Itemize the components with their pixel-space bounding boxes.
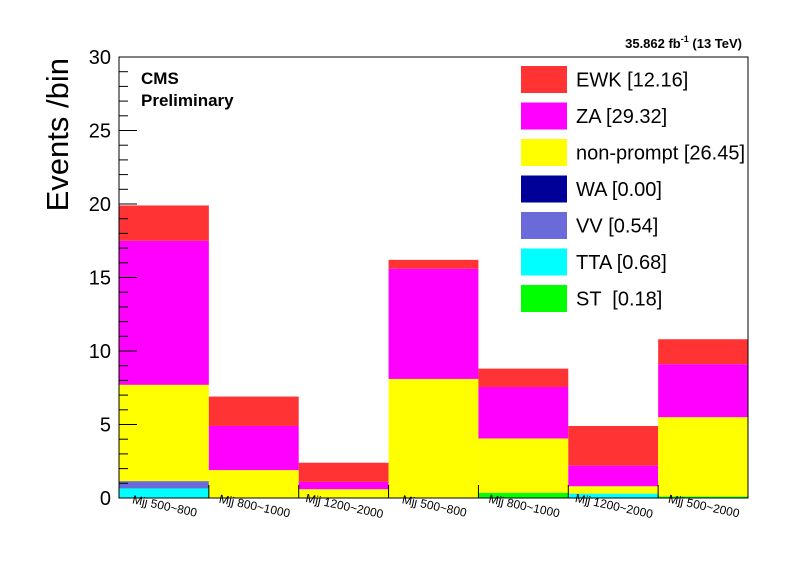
y-tick-label: 30 bbox=[89, 47, 111, 69]
bar-st-6 bbox=[658, 496, 748, 498]
bar-non-prompt-6 bbox=[658, 417, 748, 497]
legend-label-ewk: EWK [12.16] bbox=[576, 70, 688, 92]
bar-za-6 bbox=[658, 364, 748, 418]
lumi-energy: (13 TeV) bbox=[689, 36, 742, 51]
bar-ewk-6 bbox=[658, 339, 748, 365]
bar-ewk-5 bbox=[568, 425, 659, 466]
bar-za-5 bbox=[568, 465, 659, 487]
bar-tta-0 bbox=[119, 488, 209, 498]
bar-za-1 bbox=[208, 425, 299, 471]
y-axis-label: Events /bin bbox=[40, 58, 75, 211]
y-tick-label: 10 bbox=[89, 341, 111, 363]
legend-swatch-tta bbox=[521, 248, 567, 276]
legend-swatch-vv bbox=[521, 212, 567, 239]
luminosity-label: 35.862 fb-1 (13 TeV) bbox=[625, 34, 742, 51]
legend-label-wa: WA [0.00] bbox=[576, 179, 662, 201]
cms-label: CMS bbox=[141, 69, 179, 88]
lumi-value: 35.862 fb bbox=[625, 36, 681, 51]
lumi-superscript: -1 bbox=[681, 34, 689, 44]
y-tick-label: 5 bbox=[100, 415, 111, 437]
legend-swatch-ewk bbox=[521, 66, 567, 93]
bars-layer bbox=[119, 205, 748, 498]
legend-label-non-prompt: non-prompt [26.45] bbox=[576, 143, 745, 165]
bar-non-prompt-3 bbox=[388, 378, 479, 498]
bar-ewk-0 bbox=[119, 205, 209, 241]
bar-non-prompt-2 bbox=[298, 489, 389, 498]
bar-ewk-4 bbox=[478, 368, 569, 388]
preliminary-label: Preliminary bbox=[141, 91, 234, 110]
bar-za-0 bbox=[119, 240, 209, 385]
bar-non-prompt-1 bbox=[208, 470, 299, 498]
y-axis: 0 5 10 15 20 25 30 bbox=[89, 47, 137, 510]
y-tick-label: 20 bbox=[89, 194, 111, 216]
bar-vv-0 bbox=[119, 481, 209, 489]
bar-za-4 bbox=[478, 387, 569, 439]
bar-ewk-2 bbox=[298, 462, 389, 482]
legend: EWK [12.16] ZA [29.32] non-prompt [26.45] W… bbox=[521, 66, 745, 312]
bar-tta-5 bbox=[568, 493, 659, 498]
legend-swatch-non-prompt bbox=[521, 139, 567, 166]
y-tick-label: 15 bbox=[89, 268, 111, 290]
bar-za-2 bbox=[298, 481, 389, 490]
legend-label-za: ZA [29.32] bbox=[576, 106, 667, 128]
legend-label-st: ST [0.18] bbox=[576, 289, 662, 311]
y-tick-label: 0 bbox=[100, 488, 111, 510]
bar-ewk-1 bbox=[208, 396, 299, 426]
y-tick-label: 25 bbox=[89, 121, 111, 143]
bar-st-4 bbox=[478, 492, 569, 498]
bar-ewk-3 bbox=[388, 259, 479, 269]
bar-non-prompt-5 bbox=[568, 486, 659, 494]
bar-non-prompt-0 bbox=[119, 384, 209, 482]
legend-label-vv: VV [0.54] bbox=[576, 216, 658, 238]
legend-swatch-za bbox=[521, 102, 567, 130]
legend-swatch-wa bbox=[521, 175, 567, 203]
bar-za-3 bbox=[388, 268, 479, 379]
bar-non-prompt-4 bbox=[478, 438, 569, 493]
legend-swatch-st bbox=[521, 285, 567, 312]
legend-label-tta: TTA [0.68] bbox=[576, 252, 667, 274]
